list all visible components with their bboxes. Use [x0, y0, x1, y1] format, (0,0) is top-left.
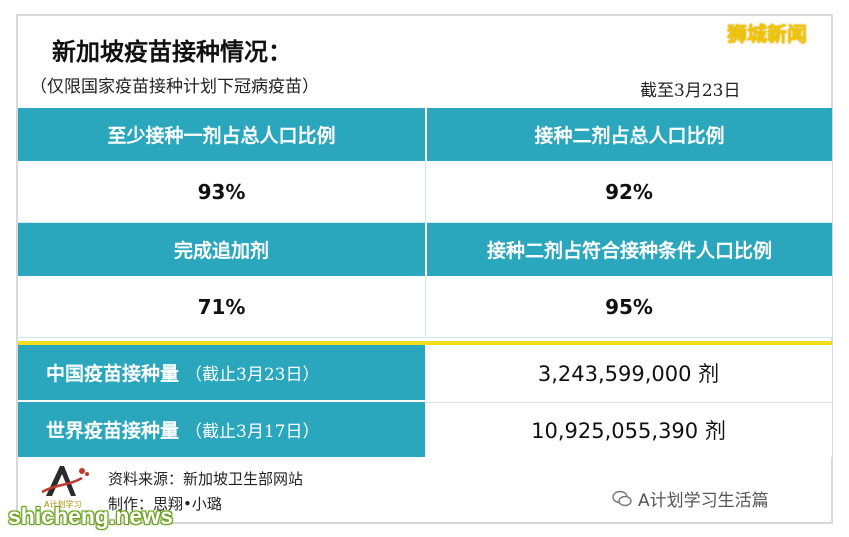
total-label: 世界疫苗接种量 （截止3月17日） [18, 402, 425, 457]
total-label-text: 世界疫苗接种量 [46, 420, 180, 442]
wechat-account: A计划学习生活篇 [612, 486, 769, 511]
total-date-note: （截止3月23日） [185, 365, 320, 385]
maker-note: 制作：思翔•小璐 [108, 495, 222, 513]
brand-label: 狮城新闻 [727, 22, 807, 46]
page-subtitle: （仅限国家疫苗接种计划下冠病疫苗） [30, 77, 319, 97]
total-value: 3,243,599,000 剂 [425, 345, 832, 400]
stat-value: 92% [425, 161, 832, 223]
yellow-separator [18, 341, 832, 345]
totals-table: 中国疫苗接种量 （截止3月23日） 3,243,599,000 剂 世界疫苗接种… [18, 345, 832, 457]
page-title: 新加坡疫苗接种情况： [52, 38, 292, 66]
total-date-note: （截止3月17日） [185, 422, 320, 442]
stats-value-row-1: 93% 92% [18, 161, 832, 223]
stats-value-row-2: 71% 95% [18, 276, 832, 338]
stat-label: 至少接种一剂占总人口比例 [18, 108, 425, 161]
logo-text: A计划学习 [44, 499, 81, 509]
stats-header-row-1: 至少接种一剂占总人口比例 接种二剂占总人口比例 [18, 108, 832, 161]
stat-value: 95% [425, 276, 832, 338]
stats-grid: 至少接种一剂占总人口比例 接种二剂占总人口比例 93% 92% 完成追加剂 接种… [18, 108, 832, 338]
stat-value: 71% [18, 276, 425, 338]
stat-value: 93% [18, 161, 425, 223]
total-value: 10,925,055,390 剂 [425, 402, 832, 457]
source-note: 资料来源：新加坡卫生部网站 [108, 470, 304, 488]
totals-row: 世界疫苗接种量 （截止3月17日） 10,925,055,390 剂 [18, 400, 832, 457]
stat-label: 接种二剂占符合接种条件人口比例 [425, 223, 832, 276]
stat-label: 接种二剂占总人口比例 [425, 108, 832, 161]
total-label-text: 中国疫苗接种量 [46, 363, 180, 385]
wechat-icon [612, 490, 632, 506]
site-watermark: shicheng.news [8, 503, 173, 529]
totals-row: 中国疫苗接种量 （截止3月23日） 3,243,599,000 剂 [18, 345, 832, 400]
a-plan-logo: A计划学习 [41, 466, 89, 509]
stat-label: 完成追加剂 [18, 223, 425, 276]
as-of-date: 截至3月23日 [640, 81, 741, 101]
stats-header-row-2: 完成追加剂 接种二剂占符合接种条件人口比例 [18, 223, 832, 276]
wechat-account-name: A计划学习生活篇 [638, 491, 769, 511]
total-label: 中国疫苗接种量 （截止3月23日） [18, 345, 425, 400]
